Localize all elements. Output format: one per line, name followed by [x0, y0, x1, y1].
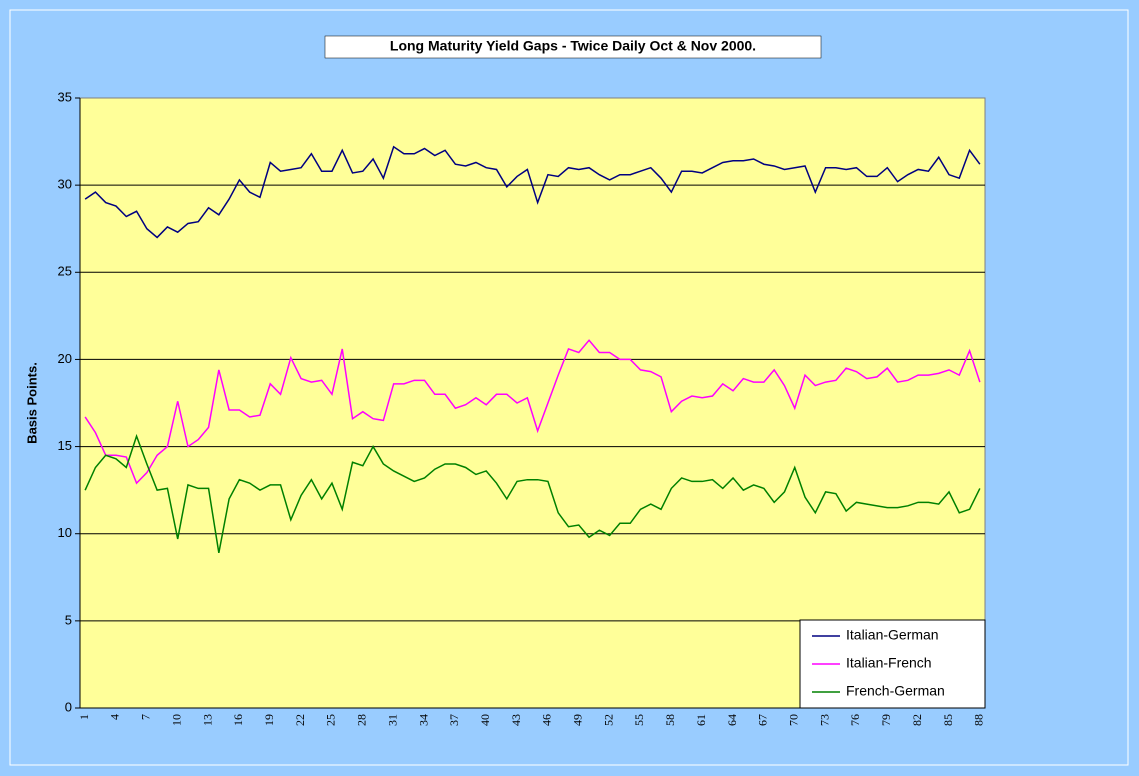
x-tick-label: 79 — [879, 714, 893, 726]
x-tick-label: 31 — [385, 714, 399, 726]
y-tick-label: 25 — [58, 264, 72, 279]
x-tick-label: 73 — [817, 714, 831, 726]
x-tick-label: 22 — [293, 714, 307, 726]
y-tick-label: 35 — [58, 89, 72, 104]
x-tick-label: 4 — [108, 714, 122, 720]
x-tick-label: 28 — [355, 714, 369, 726]
x-tick-label: 25 — [324, 714, 338, 726]
x-tick-label: 10 — [169, 714, 183, 726]
chart-title: Long Maturity Yield Gaps - Twice Daily O… — [390, 38, 756, 54]
title-box — [324, 35, 822, 59]
series-line — [84, 145, 981, 239]
legend-label: Italian-German — [846, 627, 939, 643]
y-axis-title: Basis Points. — [24, 362, 39, 444]
x-tick-label: 1 — [77, 714, 91, 720]
x-tick-label: 37 — [447, 714, 461, 726]
y-tick-label: 20 — [58, 351, 72, 366]
y-tick-label: 15 — [58, 438, 72, 453]
y-tick-label: 0 — [65, 699, 72, 714]
x-tick-label: 52 — [601, 714, 615, 726]
x-tick-label: 76 — [848, 714, 862, 726]
legend-label: Italian-French — [846, 655, 932, 671]
series-line — [84, 339, 981, 485]
plot-area — [79, 97, 986, 709]
series-line — [84, 433, 981, 554]
y-tick-label: 5 — [65, 612, 72, 627]
x-tick-label: 19 — [262, 714, 276, 726]
x-tick-label: 7 — [139, 714, 153, 720]
x-tick-label: 13 — [200, 714, 214, 726]
x-tick-label: 61 — [694, 714, 708, 726]
x-tick-label: 58 — [663, 714, 677, 726]
x-tick-label: 40 — [478, 714, 492, 726]
x-tick-label: 16 — [231, 714, 245, 726]
x-tick-label: 46 — [540, 714, 554, 726]
x-tick-label: 34 — [416, 714, 430, 726]
x-tick-label: 49 — [571, 714, 585, 726]
x-tick-label: 67 — [756, 714, 770, 726]
x-tick-label: 55 — [632, 714, 646, 726]
y-tick-label: 10 — [58, 525, 72, 540]
x-tick-label: 85 — [941, 714, 955, 726]
y-tick-label: 30 — [58, 177, 72, 192]
x-tick-label: 64 — [725, 714, 739, 726]
x-tick-label: 70 — [786, 714, 800, 726]
x-tick-label: 43 — [509, 714, 523, 726]
x-tick-label: 88 — [972, 714, 986, 726]
x-tick-label: 82 — [910, 714, 924, 726]
legend-label: French-German — [846, 683, 945, 699]
